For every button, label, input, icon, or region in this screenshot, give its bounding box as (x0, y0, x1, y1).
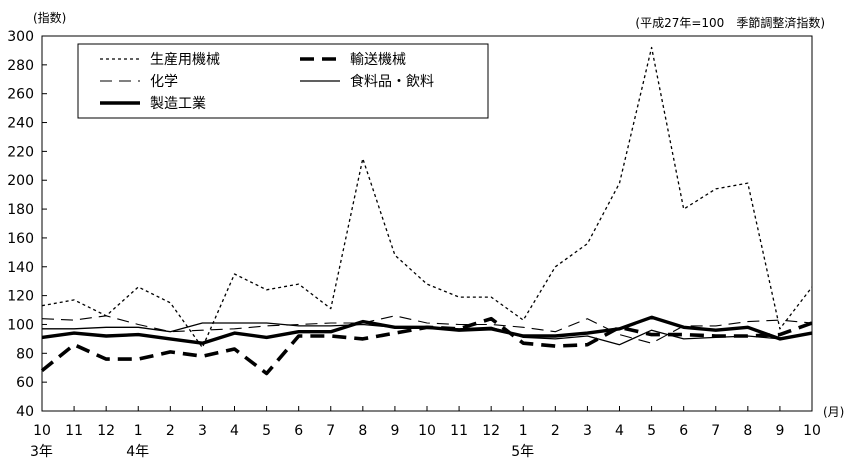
y-tick-label: 200 (7, 173, 34, 189)
y-tick-label: 180 (7, 202, 34, 218)
y-tick-label: 220 (7, 144, 34, 160)
x-tick-label: 11 (65, 423, 83, 439)
x-tick-label: 8 (358, 423, 367, 439)
x-tick-label: 10 (33, 423, 51, 439)
x-tick-label: 9 (390, 423, 399, 439)
y-tick-label: 300 (7, 29, 34, 45)
y-tick-label: 80 (16, 346, 34, 362)
x-tick-label: 12 (482, 423, 500, 439)
y-tick-label: 280 (7, 58, 34, 74)
y-tick-label: 60 (16, 375, 34, 391)
x-tick-label: 2 (166, 423, 175, 439)
x-tick-label: 2 (551, 423, 560, 439)
legend-label: 化学 (150, 74, 178, 90)
x-tick-label: 4 (615, 423, 624, 439)
x-tick-label: 8 (743, 423, 752, 439)
y-tick-label: 260 (7, 87, 34, 103)
x-tick-label: 12 (97, 423, 115, 439)
x-tick-label: 7 (711, 423, 720, 439)
x-tick-label: 1 (519, 423, 528, 439)
legend-label: 生産用機械 (150, 52, 220, 68)
legend-label: 製造工業 (150, 96, 206, 112)
x-tick-label: 10 (418, 423, 436, 439)
x-tick-label: 7 (326, 423, 335, 439)
x-tick-label: 6 (679, 423, 688, 439)
y-tick-label: 120 (7, 289, 34, 305)
x-tick-label: 6 (294, 423, 303, 439)
x-tick-label: 3 (583, 423, 592, 439)
y-tick-label: 140 (7, 260, 34, 276)
y-axis: 40 60 80 100 120 140 160 180 200 220 240 260 280 300 (7, 29, 47, 420)
series-line (41, 315, 813, 344)
series-lines (40, 46, 813, 376)
y-tick-label: 240 (7, 116, 34, 132)
x-tick-label: 4 (230, 423, 239, 439)
legend-label: 輸送機械 (350, 52, 406, 68)
x-year-label: 3年 (30, 444, 53, 460)
y-tick-label: 160 (7, 231, 34, 247)
legend-box (77, 43, 489, 119)
x-tick-label: 10 (803, 423, 821, 439)
y-tick-label: 100 (7, 317, 34, 333)
x-tick-label: 1 (134, 423, 143, 439)
x-tick-label: 5 (647, 423, 656, 439)
x-year-label: 4年 (126, 444, 149, 460)
x-tick-label: 9 (775, 423, 784, 439)
chart-note: (平成27年=100 季節調整済指数) (635, 15, 825, 30)
series-line (41, 315, 813, 345)
y-axis-unit: (指数) (33, 10, 66, 25)
x-axis-unit: (月) (823, 405, 844, 419)
legend-label: 食料品・飲料 (350, 73, 434, 90)
y-tick-label: 40 (16, 404, 34, 420)
x-tick-label: 3 (198, 423, 207, 439)
x-tick-label: 11 (450, 423, 468, 439)
x-year-label: 5年 (511, 444, 534, 460)
x-tick-label: 5 (262, 423, 271, 439)
